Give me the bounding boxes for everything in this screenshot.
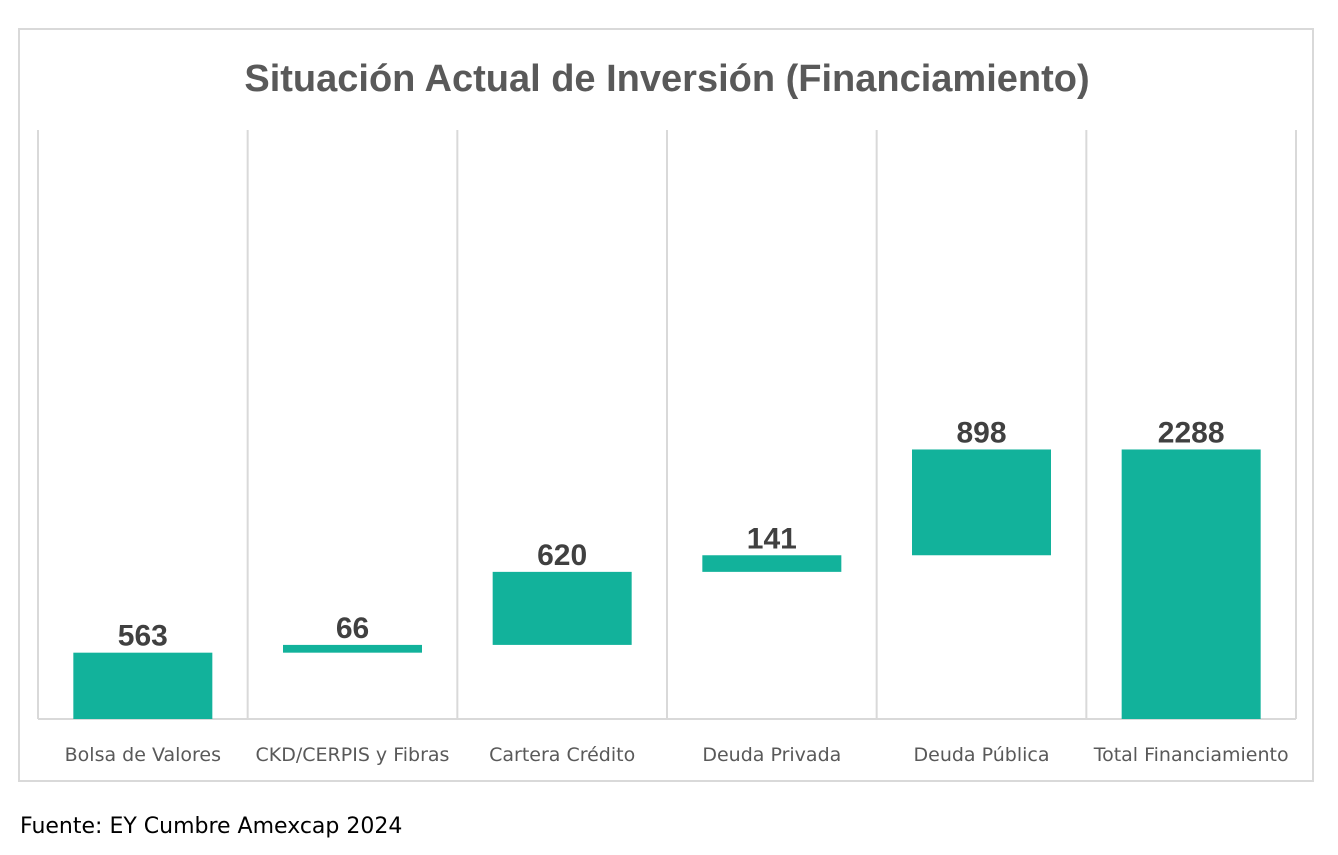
x-tick-label: Cartera Crédito: [489, 744, 635, 766]
source-note: Fuente: EY Cumbre Amexcap 2024: [20, 814, 403, 839]
bar: [492, 571, 632, 645]
data-label: 66: [336, 612, 369, 645]
x-tick-label: Bolsa de Valores: [65, 744, 221, 766]
chart-title: Situación Actual de Inversión (Financiam…: [244, 58, 1090, 100]
data-label: 620: [537, 539, 587, 572]
bar: [912, 449, 1051, 556]
x-tick-label: Deuda Privada: [702, 744, 841, 766]
data-label: 898: [956, 416, 1006, 449]
data-label: 2288: [1158, 416, 1225, 449]
bar: [283, 644, 422, 653]
bar: [73, 652, 213, 719]
data-label: 563: [118, 620, 168, 653]
data-label: 141: [747, 522, 797, 555]
chart-svg: 563 Bolsa de Valores 66 CKD/CERPIS y Fibras…: [37, 130, 1297, 766]
bar: [702, 555, 842, 572]
x-tick-label: Total Financiamiento: [1093, 744, 1289, 766]
x-tick-label: CKD/CERPIS y Fibras: [256, 744, 450, 766]
x-tick-label: Deuda Pública: [914, 744, 1050, 766]
bar: [1121, 449, 1261, 719]
